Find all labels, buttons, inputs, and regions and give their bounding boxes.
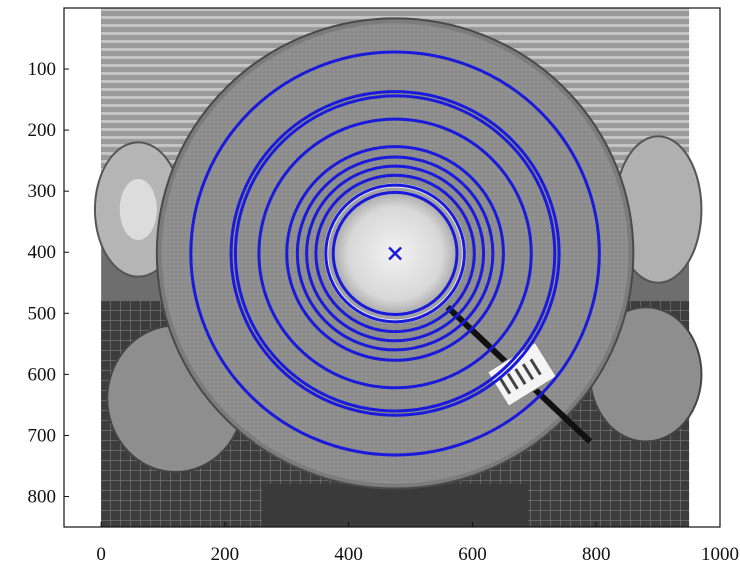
x-tick-label-1000: 1000: [701, 544, 739, 565]
y-tick-label-400: 400: [28, 242, 57, 263]
x-tick-label-400: 400: [334, 544, 363, 565]
coil-photo: [95, 8, 701, 527]
x-tick-label-800: 800: [582, 544, 611, 565]
y-tick-label-300: 300: [28, 181, 57, 202]
x-tick-label-0: 0: [96, 544, 106, 565]
y-tick-label-600: 600: [28, 364, 57, 385]
y-tick-label-100: 100: [28, 59, 57, 80]
coil-stand: [262, 484, 528, 527]
y-tick-label-200: 200: [28, 120, 57, 141]
y-tick-label-800: 800: [28, 486, 57, 507]
y-axis: 100 200 300 400 500 600 700 800: [28, 59, 70, 507]
x-tick-label-200: 200: [211, 544, 240, 565]
x-tick-label-600: 600: [458, 544, 487, 565]
y-tick-label-500: 500: [28, 303, 57, 324]
y-tick-label-700: 700: [28, 425, 57, 446]
x-axis: 0 200 400 600 800 1000: [96, 522, 739, 565]
side-coil-left-core: [120, 179, 157, 240]
